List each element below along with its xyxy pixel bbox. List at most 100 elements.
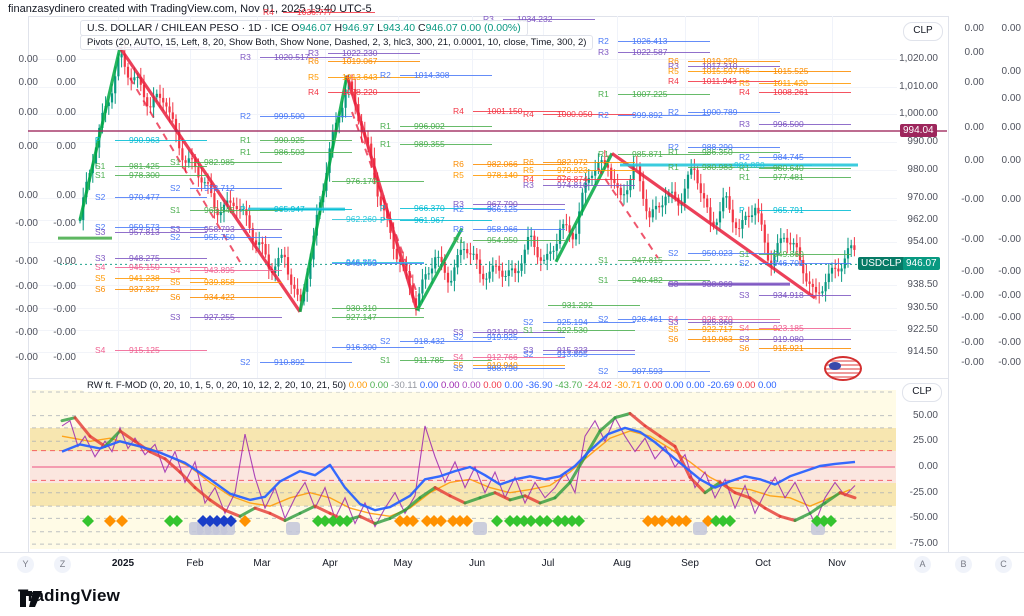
- pivot-level-price: 1001.150: [487, 106, 523, 117]
- pivot-level-label: S2: [453, 332, 464, 342]
- indicator-axis-label[interactable]: 50.00: [912, 409, 938, 421]
- pivot-level-line: [473, 356, 565, 358]
- pivot-level-label: S6: [95, 283, 106, 294]
- pivot-level-label: R1: [598, 148, 609, 159]
- indicator-axis-label[interactable]: 25.00: [912, 435, 938, 447]
- quick-button-a[interactable]: A: [914, 556, 931, 573]
- pivot-level-price: 918.432: [414, 336, 445, 347]
- pivot-level-label: P: [95, 134, 101, 145]
- indicator-axis-label[interactable]: -75.00: [909, 538, 938, 550]
- pivot-level-price: 1019.067: [342, 56, 378, 67]
- pivots-indicator-row[interactable]: Pivots (20, AUTO, 15, Left, 8, 20, Show …: [80, 35, 594, 50]
- grid-hline: [29, 197, 897, 199]
- pivot-level-label: S6: [170, 291, 181, 302]
- symbol-title-row[interactable]: U.S. DOLLAR / CHILEAN PESO · 1D · ICE O9…: [80, 20, 528, 36]
- pivot-level-price: 911.785: [414, 354, 445, 365]
- time-axis-label[interactable]: Mar: [253, 558, 271, 569]
- pivot-level-line: [473, 239, 565, 241]
- pivot-level-price: 1015.597: [702, 66, 738, 77]
- pivot-level-label: S2: [598, 366, 609, 377]
- pivot-level-label: S4: [95, 345, 106, 356]
- pivot-level-line: [688, 339, 780, 341]
- ohlc-key: H: [331, 22, 343, 34]
- interval-label[interactable]: 1D: [248, 22, 262, 34]
- pivot-level-label: S2: [380, 336, 391, 347]
- main-currency-button[interactable]: CLP: [903, 22, 943, 41]
- price-axis-label[interactable]: 914.50: [907, 346, 938, 358]
- ohlc-key: C: [415, 22, 426, 34]
- indicator-value: 0.00: [683, 380, 705, 391]
- price-axis-label[interactable]: 1,010.00: [899, 80, 938, 92]
- pivot-level-price: 999.892: [632, 109, 663, 120]
- time-axis-label[interactable]: Jul: [541, 558, 555, 569]
- indicator-axis-label[interactable]: -25.00: [909, 486, 938, 498]
- indicator-axis-label[interactable]: -50.00: [909, 512, 938, 524]
- time-axis-label[interactable]: Aug: [613, 558, 631, 569]
- pivot-level-price: 980.983: [702, 162, 733, 173]
- price-axis-label[interactable]: 962.00: [907, 214, 938, 226]
- pivot-level-price: 1008.261: [773, 86, 809, 97]
- indicator-axis-label[interactable]: 0.00: [918, 461, 938, 472]
- price-axis-label[interactable]: 930.50: [907, 301, 938, 313]
- pivot-level-price: 1007.225: [632, 89, 668, 100]
- pivot-level-price: 974.810: [557, 179, 588, 190]
- tradingview-logo[interactable]: TradingView: [18, 586, 120, 607]
- price-axis-label[interactable]: 1,000.00: [899, 108, 938, 120]
- price-axis-label[interactable]: 922.50: [907, 323, 938, 335]
- pivot-level-label: S1: [598, 254, 609, 265]
- time-axis-label[interactable]: Oct: [755, 558, 771, 569]
- left-indicator-value: -0.00: [15, 256, 38, 267]
- grid-hline: [29, 170, 897, 171]
- pivot-level-line: [759, 71, 851, 73]
- pivot-level-price: 1000.789: [702, 107, 738, 118]
- ohlc-value: 946.97: [342, 22, 375, 34]
- pivot-level-price: 940.482: [632, 274, 663, 285]
- time-axis-label[interactable]: Sep: [681, 558, 699, 569]
- pivot-level-price: 922.717: [702, 324, 733, 335]
- pivot-level-price: 979.923: [557, 165, 588, 176]
- left-indicator-value: 0.00: [18, 77, 38, 88]
- time-axis[interactable]: [0, 552, 1024, 577]
- time-axis-label[interactable]: Jun: [468, 558, 486, 569]
- pivot-level-line: [688, 329, 780, 331]
- pivot-level-label: R1: [668, 162, 679, 173]
- price-axis-label[interactable]: 938.50: [907, 279, 938, 291]
- pivot-level-price: 965.545: [204, 205, 235, 216]
- quick-button-c[interactable]: C: [995, 556, 1012, 573]
- pivot-level-price: 922.530: [557, 324, 588, 335]
- pivot-level-price: 989.355: [414, 139, 445, 149]
- pivot-level-label: S1: [95, 169, 106, 180]
- price-axis-label[interactable]: 954.00: [907, 236, 938, 248]
- left-indicator-value: 0.00: [56, 54, 76, 65]
- time-axis-label[interactable]: Nov: [828, 558, 846, 569]
- pivot-level-price: 965.947: [274, 204, 305, 215]
- indicator-status-row[interactable]: RW ft. F-MOD (0, 20, 10, 1, 5, 0, 20, 10…: [82, 379, 782, 392]
- indicator-currency-button[interactable]: CLP: [902, 383, 942, 402]
- quick-button-z[interactable]: Z: [54, 556, 71, 573]
- time-axis-label[interactable]: Apr: [322, 558, 338, 569]
- pivot-level-price: 912.766: [487, 351, 518, 362]
- time-axis-label[interactable]: 2025: [111, 558, 135, 569]
- time-axis-label[interactable]: May: [393, 558, 413, 569]
- pivot-level-line: [332, 347, 424, 349]
- right-indicator-value: 0.00: [964, 47, 984, 58]
- time-axis-label[interactable]: Feb: [186, 558, 204, 569]
- pivot-level-label: P: [240, 204, 246, 215]
- price-axis-label[interactable]: 980.00: [907, 164, 938, 175]
- pivot-level-line: [400, 207, 492, 209]
- pivot-level-price: 937.327: [129, 283, 160, 294]
- pivot-level-price: 919.925: [487, 332, 518, 342]
- price-axis-label[interactable]: 1,020.00: [899, 52, 938, 64]
- pivot-level-price: 941.238: [129, 272, 160, 283]
- price-axis-label[interactable]: 970.00: [907, 191, 938, 203]
- pivot-level-label: R3: [739, 119, 750, 130]
- last-price-badge: 994.04: [900, 124, 937, 137]
- pivot-level-label: S4: [170, 265, 181, 276]
- pivot-level-label: R1: [240, 134, 251, 145]
- quick-button-b[interactable]: B: [955, 556, 972, 573]
- pivot-level-label: S4: [668, 314, 679, 325]
- price-axis-label[interactable]: 990.00: [907, 136, 938, 148]
- quick-button-y[interactable]: Y: [17, 556, 34, 573]
- pivot-level-line: [473, 204, 565, 205]
- pivot-level-price: 925.194: [557, 317, 588, 328]
